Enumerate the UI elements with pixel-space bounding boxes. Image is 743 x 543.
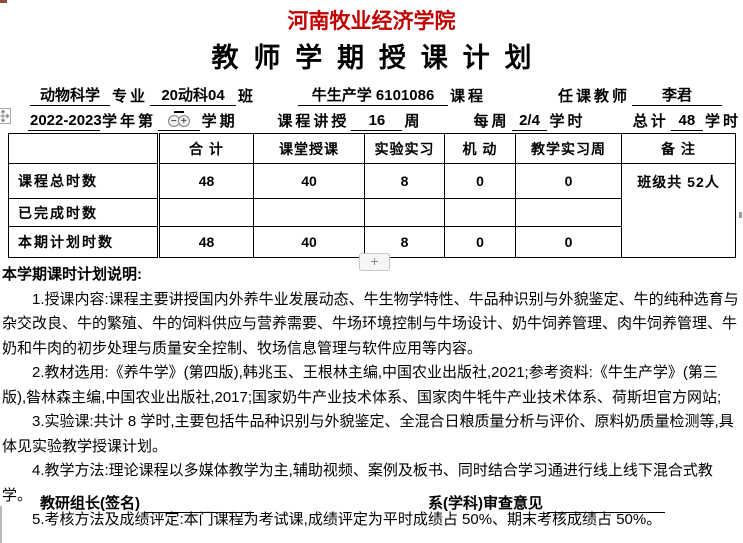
header-experiment: 实验实习 bbox=[364, 133, 445, 164]
header-practice-week: 教学实习周 bbox=[515, 133, 622, 164]
cell-value[interactable] bbox=[364, 198, 445, 227]
note-paragraph-3: 3.实验课:共计 8 学时,主要包括牛品种识别与外貌鉴定、全混合日粮质量分析与评… bbox=[2, 413, 734, 455]
total-label: 总计 bbox=[632, 113, 669, 130]
cell-value[interactable]: 40 bbox=[253, 163, 365, 199]
course-label: 课程 bbox=[450, 88, 487, 105]
teacher-label: 任课教师 bbox=[558, 88, 631, 105]
school-year-label: 学年第 bbox=[102, 113, 157, 130]
table-row: 课程总时数 48 40 8 0 0 班级共 52人 bbox=[8, 163, 736, 258]
hours-table: 合 计 课堂授课 实验实习 机 动 教学实习周 备 注 课程总时数 48 40 … bbox=[8, 133, 736, 258]
major-field[interactable]: 动物科学 bbox=[30, 84, 110, 106]
term-label: 学期 bbox=[201, 113, 238, 130]
header-remark: 备 注 bbox=[621, 133, 736, 164]
note-paragraph-4: 4.教学方法:理论课程以多媒体教学为主,辅助视频、案例及板书、同时结合学习通进行… bbox=[2, 462, 713, 504]
row-label-total-hours: 课程总时数 bbox=[8, 163, 160, 199]
insert-row-button[interactable]: + bbox=[359, 253, 390, 271]
group-leader-label: 教研组长(签名) bbox=[40, 495, 140, 512]
per-week-unit: 学时 bbox=[549, 113, 586, 130]
cell-value[interactable]: 48 bbox=[158, 226, 254, 258]
group-leader-signature-line[interactable] bbox=[144, 495, 255, 513]
cell-value[interactable] bbox=[515, 198, 622, 227]
info-line-term-hours: 2022-2023 学年第 − + 学期 课程讲授 16 周 每周 2/4 学时… bbox=[0, 109, 743, 131]
corner-artifact bbox=[0, 0, 7, 3]
cell-value[interactable]: 0 bbox=[444, 226, 516, 258]
school-year-field[interactable]: 2022-2023 bbox=[28, 112, 102, 131]
weeks-label: 周 bbox=[404, 113, 423, 130]
department-review-label: 系(学科)审查意见 bbox=[428, 495, 543, 512]
per-week-label: 每周 bbox=[473, 113, 510, 130]
signature-row: 教研组长(签名) 系(学科)审查意见 bbox=[0, 492, 743, 516]
term-value-mark bbox=[173, 111, 184, 113]
right-edge-mark bbox=[739, 212, 742, 218]
table-header-row: 合 计 课堂授课 实验实习 机 动 教学实习周 备 注 bbox=[8, 133, 736, 164]
weeks-field[interactable]: 16 bbox=[351, 112, 403, 131]
cell-value[interactable]: 8 bbox=[364, 226, 445, 258]
school-name: 河南牧业经济学院 bbox=[287, 9, 456, 33]
class-field[interactable]: 20动科04 bbox=[150, 84, 237, 106]
table-row: 已完成时数 bbox=[8, 198, 736, 227]
notes-heading: 本学期课时计划说明: bbox=[2, 266, 142, 283]
stepper-plus-button[interactable]: + bbox=[177, 115, 190, 127]
cell-value[interactable]: 8 bbox=[364, 163, 445, 199]
cell-value[interactable]: 48 bbox=[158, 163, 254, 199]
term-field[interactable]: − + bbox=[158, 111, 200, 131]
table-move-handle[interactable] bbox=[0, 108, 11, 124]
cell-value[interactable] bbox=[444, 198, 516, 227]
total-unit: 学时 bbox=[705, 113, 742, 130]
plan-notes: 本学期课时计划说明: 1.授课内容:课程主要讲授国内外养牛业发展动态、牛生物学特… bbox=[2, 263, 742, 533]
class-label: 班 bbox=[238, 88, 257, 105]
cell-value[interactable]: 0 bbox=[444, 163, 516, 199]
note-paragraph-2: 2.教材选用:《养牛学》(第四版),韩兆玉、王根林主编,中国农业出版社,2021… bbox=[2, 364, 722, 406]
page-title: 教师学期授课计划 bbox=[211, 43, 547, 73]
course-field[interactable]: 牛生产学 6101086 bbox=[298, 84, 449, 106]
note-paragraph-1: 1.授课内容:课程主要讲授国内外养牛业发展动态、牛生物学特性、牛品种识别与外貌鉴… bbox=[2, 290, 739, 357]
bottom-left-mark bbox=[0, 506, 2, 543]
row-label-completed-hours: 已完成时数 bbox=[8, 198, 160, 227]
department-review-line[interactable] bbox=[547, 495, 666, 513]
header-flexible: 机 动 bbox=[444, 133, 516, 164]
header-lecture: 课堂授课 bbox=[253, 133, 365, 164]
cell-value[interactable]: 40 bbox=[253, 226, 365, 258]
term-stepper: − + bbox=[167, 115, 190, 127]
table-row: 本期计划时数 48 40 8 0 0 bbox=[8, 226, 736, 258]
cell-value[interactable] bbox=[253, 198, 365, 227]
total-field[interactable]: 48 bbox=[670, 112, 703, 131]
note-paragraph-5: 5.考核方法及成绩评定:本门课程为考试课,成绩评定为平时成绩占 50%、期末考核… bbox=[32, 511, 662, 528]
header-total: 合 计 bbox=[158, 133, 254, 164]
lecture-label: 课程讲授 bbox=[277, 113, 350, 130]
major-label: 专业 bbox=[112, 88, 149, 105]
header-empty-cell bbox=[8, 133, 160, 164]
cell-value[interactable]: 0 bbox=[515, 163, 622, 199]
plus-icon: + bbox=[370, 253, 379, 269]
per-week-field[interactable]: 2/4 bbox=[511, 112, 548, 131]
cell-value[interactable]: 0 bbox=[515, 226, 622, 258]
move-icon bbox=[0, 110, 9, 122]
cell-value[interactable] bbox=[158, 198, 254, 227]
info-line-major-course: 动物科学 专业 20动科04 班 牛生产学 6101086 课程 任课教师 李君 bbox=[0, 84, 743, 106]
remark-cell[interactable]: 班级共 52人 bbox=[621, 163, 736, 258]
teacher-field[interactable]: 李君 bbox=[632, 84, 723, 106]
row-label-planned-hours: 本期计划时数 bbox=[8, 226, 160, 258]
